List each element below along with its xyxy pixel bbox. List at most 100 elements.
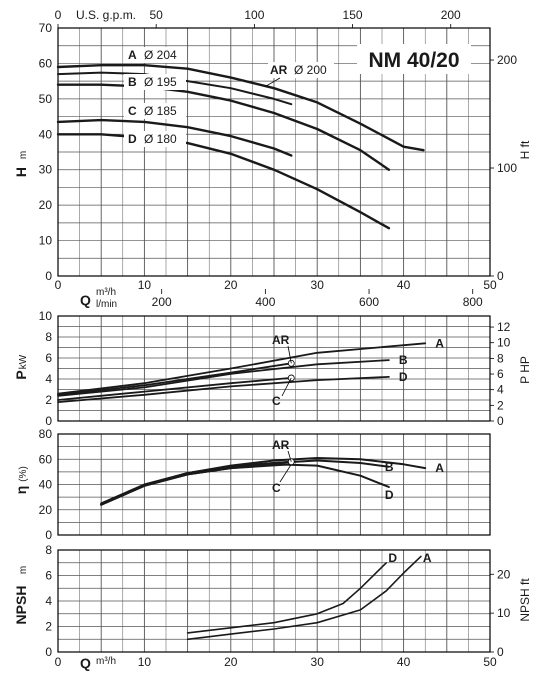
- x-tick-label-npsh: 10: [138, 655, 152, 669]
- y-tick-label-head: 60: [39, 56, 53, 70]
- x-tick-label-npsh: 40: [397, 655, 411, 669]
- curve-label-d: D: [128, 132, 137, 146]
- y-tick-label-power: 6: [45, 351, 52, 365]
- curve-power-c: [57, 377, 293, 401]
- x-top-tick-label: 150: [343, 8, 363, 22]
- y-tick-label-head: 70: [39, 21, 53, 35]
- curve-power-ar: [57, 362, 293, 396]
- x-tick-label-head: 40: [397, 278, 411, 292]
- impeller-diameter-a: Ø 204: [144, 48, 177, 62]
- y-right-tick-label-power: 8: [497, 351, 504, 365]
- x-axis-label-npsh: Q: [80, 655, 91, 671]
- plot-frame: [57, 27, 491, 277]
- y-axis-label-head: H: [13, 167, 29, 177]
- x-secondary-tick-label: 400: [255, 295, 275, 309]
- y-right-axis-label-power: P HP: [518, 356, 532, 384]
- x-secondary-tick-label: 800: [463, 295, 483, 309]
- impeller-diameter-d: Ø 180: [144, 132, 177, 146]
- y-tick-label-npsh: 4: [45, 594, 52, 608]
- curve-label-ar: AR: [270, 63, 288, 77]
- y-right-tick-label-power: 6: [497, 367, 504, 381]
- curve-label-a: A: [128, 48, 137, 62]
- y-tick-label-npsh: 2: [45, 620, 52, 634]
- plot-frame: [57, 315, 491, 422]
- x-tick-label-head: 50: [483, 278, 497, 292]
- y-tick-label-efficiency: 40: [39, 478, 53, 492]
- curve-npsh-d: [186, 562, 388, 634]
- y-right-tick-label-npsh: 0: [497, 645, 504, 659]
- x-axis-unit-head: m³/h: [96, 287, 116, 298]
- curve-power-b: [57, 359, 390, 397]
- y-axis-label-npsh: NPSH: [13, 586, 29, 625]
- y-right-axis-label-npsh: NPSH ft: [518, 578, 532, 622]
- curve-npsh-a: [186, 555, 422, 641]
- title-box: [357, 44, 471, 74]
- curve-label-eff-b: B: [385, 460, 394, 474]
- y-tick-label-head: 0: [45, 269, 52, 283]
- y-right-tick-label-power: 4: [497, 383, 504, 397]
- x-secondary-axis-label: l/min: [96, 299, 117, 310]
- plot-frame: [57, 549, 491, 653]
- x-top-tick-label: 50: [150, 8, 164, 22]
- x-tick-label-head: 30: [311, 278, 325, 292]
- curve-label-bg: [124, 74, 186, 90]
- y-axis-unit-head: m: [18, 151, 29, 159]
- y-axis-label-power: P: [13, 370, 29, 379]
- curve-label-bg: [124, 47, 186, 63]
- y-tick-label-head: 40: [39, 127, 53, 141]
- leader-eff-ar: [287, 450, 292, 462]
- x-top-tick-label: 100: [244, 8, 264, 22]
- y-right-tick-label-power: 2: [497, 398, 504, 412]
- y-tick-label-power: 10: [39, 309, 53, 323]
- curve-head-b: [56, 83, 391, 171]
- impeller-diameter-b: Ø 195: [144, 75, 177, 89]
- curve-label-power-c: C: [272, 394, 281, 408]
- curve-label-eff-a: A: [435, 461, 444, 475]
- x-secondary-tick-label: 200: [152, 295, 172, 309]
- y-tick-label-efficiency: 20: [39, 503, 53, 517]
- x-tick-label-npsh: 50: [483, 655, 497, 669]
- x-top-axis-label: U.S. g.p.m.: [76, 8, 136, 22]
- y-axis-unit-efficiency: (%): [18, 466, 29, 482]
- x-tick-label-npsh: 20: [224, 655, 238, 669]
- y-tick-label-head: 30: [39, 163, 53, 177]
- x-top-tick-label: 0: [55, 8, 62, 22]
- curve-label-power-ar: AR: [272, 333, 290, 347]
- y-right-tick-label-npsh: 10: [497, 606, 511, 620]
- x-tick-label-head: 20: [224, 278, 238, 292]
- curve-head-a: [56, 64, 425, 152]
- x-tick-label-npsh: 0: [55, 655, 62, 669]
- curve-power-d: [57, 376, 390, 403]
- curve-efficiency-ar: [100, 460, 293, 506]
- x-secondary-tick-label: 600: [359, 295, 379, 309]
- y-tick-label-head: 20: [39, 198, 53, 212]
- curve-label-npsh-d: D: [388, 551, 397, 565]
- y-tick-label-power: 4: [45, 372, 52, 386]
- curve-label-bg: [124, 103, 186, 119]
- ar-leader-line: [265, 77, 281, 87]
- curve-label-eff-d: D: [385, 488, 394, 502]
- y-right-tick-label-power: 10: [497, 336, 511, 350]
- x-tick-label-npsh: 30: [311, 655, 325, 669]
- curve-label-bg: [124, 131, 186, 147]
- curve-label-power-b: B: [399, 353, 408, 367]
- y-tick-label-npsh: 0: [45, 645, 52, 659]
- y-right-tick-label-head: 100: [497, 161, 517, 175]
- curve-label-power-a: A: [435, 336, 444, 350]
- curve-label-eff-ar: AR: [272, 438, 290, 452]
- impeller-diameter-ar: Ø 200: [294, 63, 327, 77]
- y-right-tick-label-npsh: 20: [497, 567, 511, 581]
- curve-label-eff-c: C: [272, 481, 281, 495]
- y-axis-unit-npsh: m: [18, 566, 29, 574]
- curve-head-ar: [57, 71, 293, 106]
- y-tick-label-npsh: 6: [45, 569, 52, 583]
- leader-eff-c: [279, 464, 292, 483]
- x-axis-unit-npsh: m³/h: [96, 656, 116, 667]
- impeller-diameter-c: Ø 185: [144, 104, 177, 118]
- y-tick-label-power: 8: [45, 330, 52, 344]
- curve-power-a: [57, 342, 427, 395]
- curve-label-b: B: [128, 75, 137, 89]
- curve-head-d: [56, 133, 391, 230]
- x-tick-label-head: 0: [55, 278, 62, 292]
